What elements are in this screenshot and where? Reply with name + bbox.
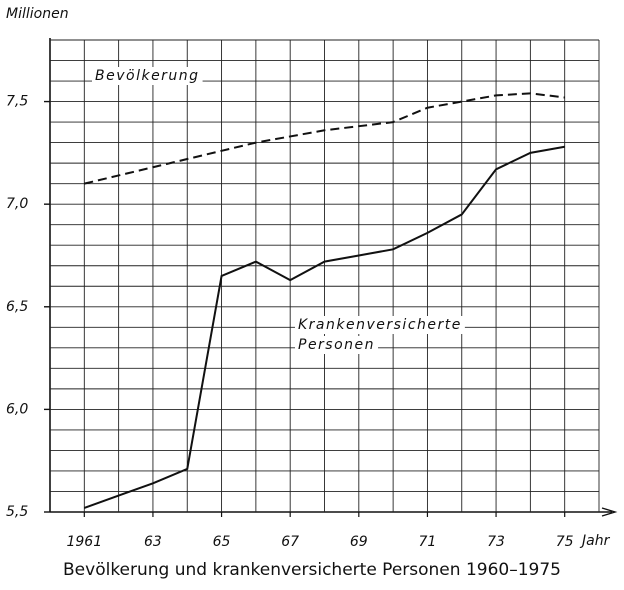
axis-arrow	[601, 507, 618, 517]
x-tick-label: 71	[419, 534, 437, 550]
y-tick-label: 6,5	[6, 299, 28, 315]
x-tick-label: 69	[350, 534, 368, 550]
x-tick-label: 75	[556, 534, 574, 550]
annotation: Bevölkerung	[95, 68, 200, 84]
line-series	[84, 92, 565, 185]
annotation-background	[295, 316, 465, 334]
x-tick-label: 65	[213, 534, 231, 550]
x-tick-label: 67	[281, 534, 299, 550]
x-tick-label: 63	[144, 534, 162, 550]
y-tick-label: 7,0	[6, 196, 28, 212]
annotation: Krankenversicherte	[298, 317, 462, 333]
grid	[50, 39, 600, 512]
y-axis-label: Millionen	[6, 6, 69, 22]
y-tick-label: 6,0	[6, 401, 28, 417]
caption: Bevölkerung und krankenversicherte Perso…	[63, 560, 561, 580]
y-tick-label: 7,5	[6, 94, 28, 110]
annotation-background	[295, 336, 379, 354]
annotation: Personen	[298, 337, 375, 353]
y-tick-label: 5,5	[6, 504, 28, 520]
x-axis-label: Jahr	[579, 533, 611, 549]
x-tick-label: 73	[487, 534, 505, 550]
x-tick-label: 1961	[66, 534, 102, 550]
annotation-background	[92, 67, 203, 85]
line-series	[83, 145, 565, 509]
